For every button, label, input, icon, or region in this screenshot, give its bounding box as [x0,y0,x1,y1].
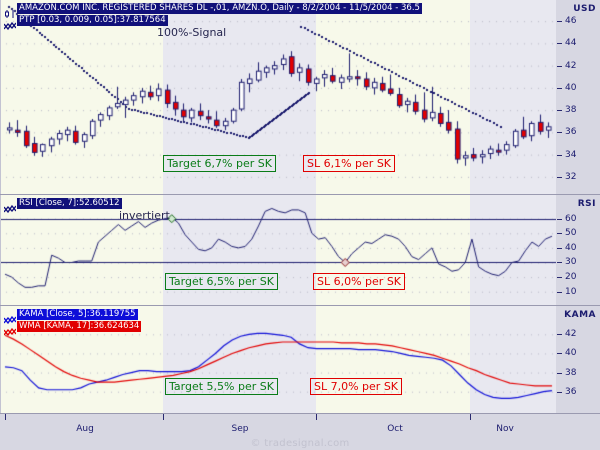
axis-tick-mark [557,353,562,355]
axis-tick-label: 36 [565,127,577,138]
axis-tick-label: 10 [565,286,577,297]
plot-bottom-frame [0,413,600,414]
rsi-indicator-icon [3,199,17,213]
panel-left-edge [0,195,1,305]
price-annotation-signal: 100%-Signal [157,26,227,39]
price-axis-zone [556,0,600,194]
x-tick-mark [316,414,317,420]
wma-indicator-icon [3,322,17,336]
panel-separator [0,194,600,195]
x-tick-mark [470,414,471,420]
panel-separator [0,305,600,306]
x-tick-label: Aug [76,424,94,434]
kama-chart-panel[interactable]: KAMA [Close, 5]:36.119755 WMA [KAMA, 17]:… [0,306,600,413]
rsi-chart-panel[interactable]: RSI [Close, 7]:52.60512 invertiert Targe… [0,195,600,305]
axis-tick-label: 42 [565,329,577,340]
price-axis-title: USD [573,4,596,14]
axis-tick-label: 34 [565,149,577,160]
legend-item[interactable]: WMA [KAMA, 17]:36.624634 [3,321,142,336]
axis-tick-mark [557,65,562,67]
axis-tick-label: 40 [565,82,577,93]
axis-tick-label: 36 [565,386,577,397]
rsi-annotation-inverted: invertiert [119,209,170,222]
legend-item[interactable]: RSI [Close, 7]:52.60512 [3,198,122,213]
x-axis[interactable]: Aug Sep Oct Nov © tradesignal.com [0,414,600,450]
rsi-line-canvas [0,195,600,305]
axis-tick-mark [557,391,562,393]
rsi-stoploss-callout: SL 6,0% per SK [313,273,406,290]
axis-tick-mark [557,218,562,220]
axis-tick-mark [557,334,562,336]
panel-left-edge [0,0,1,194]
rsi-axis-zone [556,195,600,305]
kama-stoploss-callout: SL 7,0% per SK [310,378,403,395]
axis-tick-mark [557,233,562,235]
legend-item-label: WMA [KAMA, 17]:36.624634 [17,321,142,332]
legend-item[interactable]: AMAZON.COM INC. REGISTERED SHARES DL -,0… [4,3,422,18]
x-tick-label: Nov [496,424,514,434]
legend-item-label: PTP [0.03, 0.009, 0.05]:37.817564 [17,15,168,26]
watermark: © tradesignal.com [250,438,350,449]
kama-axis-title: KAMA [564,310,596,320]
price-chart-panel[interactable]: AMAZON.COM INC. REGISTERED SHARES DL -,0… [0,0,600,194]
panel-left-edge [0,306,1,413]
axis-tick-mark [557,132,562,134]
axis-tick-mark [557,372,562,374]
kama-target-callout: Target 5,5% per SK [165,378,278,395]
axis-tick-mark [557,262,562,264]
price-target-callout: Target 6,7% per SK [163,155,276,172]
axis-tick-label: 46 [565,16,577,27]
axis-tick-label: 30 [565,257,577,268]
axis-tick-mark [557,176,562,178]
axis-tick-mark [557,21,562,23]
axis-tick-label: 38 [565,367,577,378]
axis-tick-label: 44 [565,38,577,49]
x-tick-label: Oct [387,424,403,434]
axis-tick-mark [557,291,562,293]
candlestick-series-icon [4,4,16,18]
axis-tick-label: 42 [565,60,577,71]
legend-item-label: KAMA [Close, 5]:36.119755 [17,309,138,320]
axis-tick-mark [557,154,562,156]
price-candlestick-canvas [0,0,600,194]
legend-item-label: RSI [Close, 7]:52.60512 [17,198,122,209]
axis-tick-mark [557,277,562,279]
axis-tick-mark [557,110,562,112]
axis-tick-label: 40 [565,348,577,359]
axis-tick-mark [557,247,562,249]
rsi-axis-title: RSI [577,199,596,209]
axis-tick-label: 32 [565,171,577,182]
axis-tick-mark [557,43,562,45]
rsi-target-callout: Target 6,5% per SK [165,273,278,290]
x-tick-label: Sep [231,424,249,434]
price-stoploss-callout: SL 6,1% per SK [303,155,396,172]
x-tick-mark [163,414,164,420]
axis-tick-label: 20 [565,272,577,283]
legend-item[interactable]: KAMA [Close, 5]:36.119755 [3,309,138,324]
kama-legend[interactable]: KAMA [Close, 5]:36.119755 WMA [KAMA, 17]:… [3,309,142,336]
kama-axis-zone [556,306,600,413]
axis-tick-label: 38 [565,105,577,116]
legend-item[interactable]: PTP [0.03, 0.009, 0.05]:37.817564 [3,15,168,30]
axis-tick-label: 60 [565,213,577,224]
axis-tick-mark [557,87,562,89]
axis-tick-label: 40 [565,242,577,253]
x-tick-mark [5,414,6,420]
ptp-indicator-icon [3,16,17,30]
axis-tick-label: 50 [565,228,577,239]
kama-indicator-icon [3,310,17,324]
legend-item-label: AMAZON.COM INC. REGISTERED SHARES DL -,0… [17,3,422,14]
rsi-legend[interactable]: RSI [Close, 7]:52.60512 [3,198,122,213]
price-legend[interactable]: AMAZON.COM INC. REGISTERED SHARES DL -,0… [3,3,422,30]
